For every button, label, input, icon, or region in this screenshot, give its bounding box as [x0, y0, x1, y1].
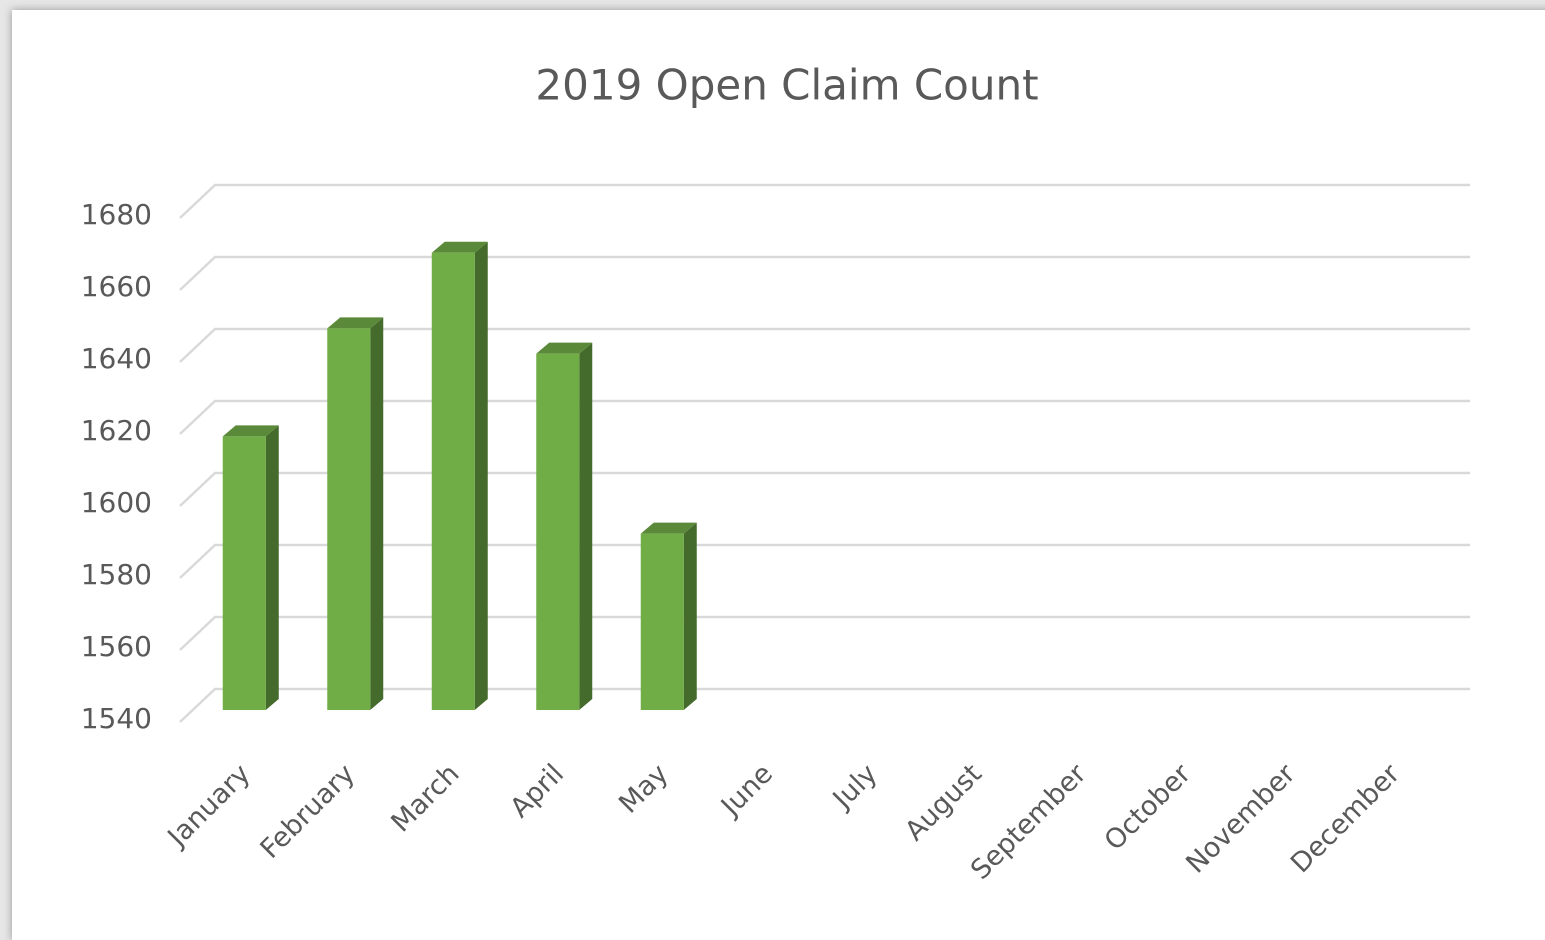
y-tick-label: 1620 — [81, 414, 152, 447]
bar — [431, 241, 488, 711]
bar-front — [222, 436, 266, 710]
bar-top — [222, 425, 279, 437]
bar-front — [536, 353, 580, 710]
y-tick-label: 1540 — [81, 702, 152, 735]
bar-front — [431, 252, 475, 711]
bar-side — [683, 522, 697, 710]
grid-line — [179, 687, 1470, 723]
bar — [327, 317, 384, 710]
bar-side — [474, 241, 488, 711]
x-tick-label: October — [1099, 758, 1198, 857]
x-tick-label: December — [1285, 758, 1407, 880]
y-tick-label: 1560 — [81, 630, 152, 663]
x-tick-label: November — [1180, 758, 1302, 880]
x-tick-label: June — [714, 758, 779, 823]
x-tick-label: August — [899, 758, 988, 847]
bar-side — [370, 317, 384, 710]
grid-line — [179, 471, 1470, 507]
bar-side — [579, 342, 593, 710]
y-tick-label: 1580 — [81, 558, 152, 591]
bar — [536, 342, 593, 710]
bar-top — [327, 317, 384, 329]
grid-line — [179, 543, 1470, 579]
x-tick-label: July — [826, 758, 884, 816]
bar-front — [327, 328, 371, 710]
bar-top — [640, 522, 697, 534]
bar-front — [640, 533, 684, 710]
bar — [222, 425, 279, 710]
bar-top — [431, 241, 488, 253]
y-tick-label: 1600 — [81, 486, 152, 519]
bar-top — [536, 342, 593, 354]
x-tick-label: May — [613, 758, 674, 819]
bar-side — [265, 425, 279, 710]
grid-line — [179, 255, 1470, 291]
grid-line — [179, 399, 1470, 435]
bar — [640, 522, 697, 710]
grid-line — [179, 183, 1470, 219]
y-tick-label: 1660 — [81, 270, 152, 303]
y-tick-label: 1680 — [81, 198, 152, 231]
grid-line — [179, 327, 1470, 363]
x-tick-label: March — [385, 758, 465, 838]
x-tick-label: January — [161, 758, 257, 854]
x-tick-label: February — [254, 758, 361, 865]
grid-line — [179, 615, 1470, 651]
chart-title: 2019 Open Claim Count — [535, 61, 1038, 110]
y-tick-label: 1640 — [81, 342, 152, 375]
x-tick-label: April — [504, 758, 570, 824]
